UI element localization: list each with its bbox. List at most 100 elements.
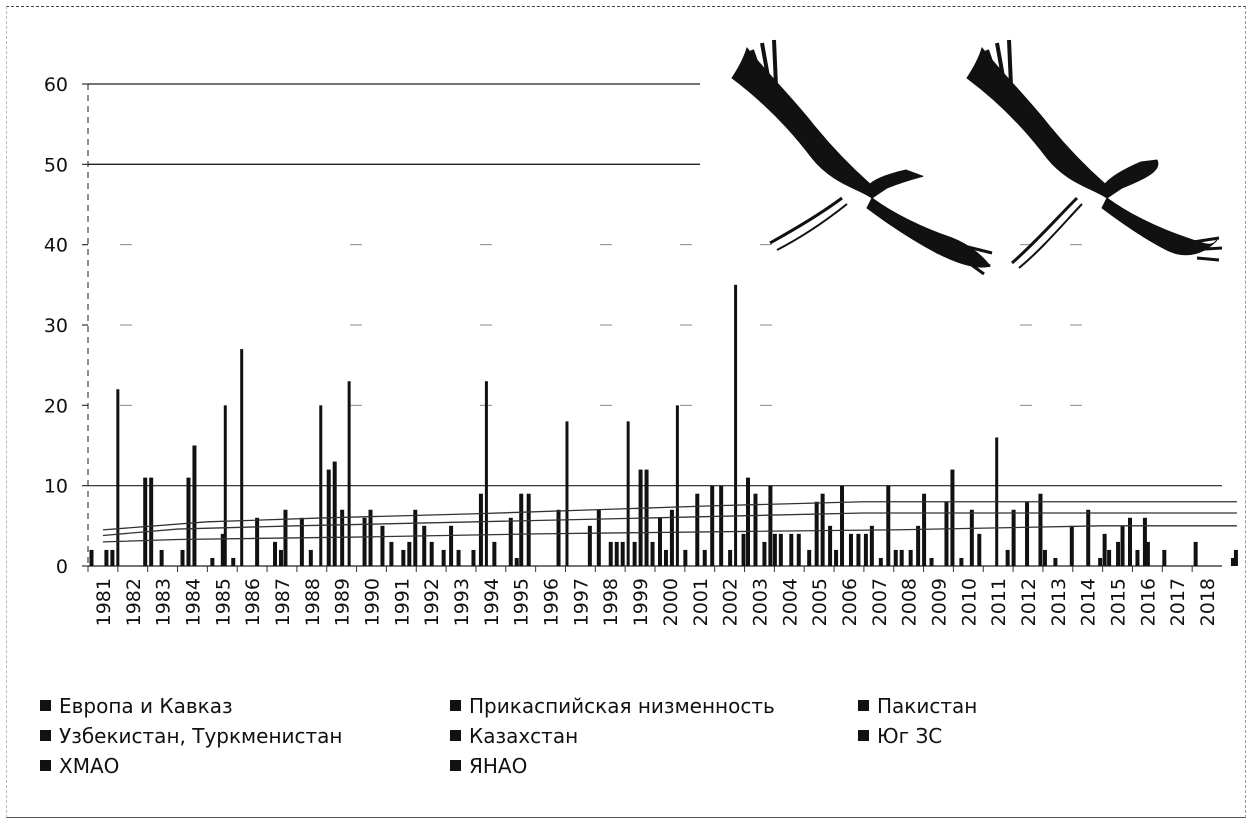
x-tick-label: 2005 — [809, 578, 831, 626]
bar — [959, 557, 964, 566]
legend-item-europe-caucasus: Европа и Кавказ — [40, 694, 233, 718]
trend-line — [102, 512, 1237, 537]
bar — [650, 541, 655, 566]
legend-label: ХМАО — [59, 754, 120, 778]
bar — [478, 493, 483, 566]
legend-label: Юг ЗС — [877, 724, 943, 748]
x-tick-label: 1988 — [302, 578, 324, 626]
bar — [969, 509, 974, 566]
x-tick-label: 2011 — [988, 578, 1010, 626]
legend-swatch — [450, 760, 461, 771]
legend-item-yanao: ЯНАО — [450, 754, 527, 778]
bar — [675, 405, 679, 566]
bar — [441, 549, 446, 566]
bar — [1069, 525, 1074, 566]
bar — [231, 557, 236, 566]
bar — [614, 541, 619, 566]
bar — [878, 557, 883, 566]
bar — [702, 549, 707, 566]
legend-item-khmao: ХМАО — [40, 754, 119, 778]
trend-line — [102, 525, 1237, 543]
x-tick-label: 1987 — [272, 578, 294, 626]
legend-swatch — [858, 730, 869, 741]
bar — [1120, 525, 1125, 566]
legend-swatch — [40, 700, 51, 711]
bar — [728, 549, 733, 566]
legend-item-pakistan: Пакистан — [858, 694, 977, 718]
bar — [565, 421, 569, 566]
bar — [1107, 549, 1112, 566]
x-tick-label: 1996 — [541, 578, 563, 626]
x-tick-label: 1985 — [212, 578, 234, 626]
bar — [807, 549, 812, 566]
legend-item-south-ws: Юг ЗС — [858, 724, 942, 748]
bar — [110, 549, 115, 566]
bar — [596, 509, 601, 566]
x-tick-label: 2014 — [1078, 578, 1100, 626]
bar — [116, 389, 120, 566]
bar — [1116, 541, 1121, 566]
x-tick-label: 2007 — [869, 578, 891, 626]
bar — [789, 533, 794, 566]
bar — [1011, 509, 1016, 566]
bar — [683, 549, 688, 566]
bar — [186, 477, 191, 566]
x-tick-label: 2002 — [720, 578, 742, 626]
x-tick-label: 2000 — [660, 578, 682, 626]
x-tick-label: 2016 — [1137, 578, 1159, 626]
bar — [856, 533, 861, 566]
y-tick-label: 10 — [44, 476, 68, 498]
bar — [143, 477, 148, 566]
legend-swatch — [40, 760, 51, 771]
legend-swatch — [858, 700, 869, 711]
bar — [626, 421, 630, 566]
legend-label: Пакистан — [877, 694, 978, 718]
bar — [768, 485, 773, 566]
bar — [556, 509, 561, 566]
legend-swatch — [450, 730, 461, 741]
bar — [89, 549, 94, 566]
bar — [762, 541, 767, 566]
bar — [1025, 501, 1030, 566]
x-tick-label: 1983 — [153, 578, 175, 626]
bar — [149, 477, 154, 566]
bar — [422, 525, 427, 566]
y-tick-label: 30 — [44, 315, 68, 337]
bar — [820, 493, 825, 566]
bar — [308, 549, 313, 566]
y-tick-label: 60 — [44, 74, 68, 96]
chart-frame — [6, 6, 1246, 818]
legend-item-uzbekistan-turkmenistan: Узбекистан, Туркменистан — [40, 724, 343, 748]
bar — [1145, 541, 1150, 566]
bar — [710, 485, 715, 566]
trend-line — [102, 501, 1237, 531]
bar — [944, 501, 949, 566]
bar — [828, 525, 833, 566]
x-tick-label: 1995 — [511, 578, 533, 626]
x-tick-label: 2004 — [779, 578, 801, 626]
bar — [1193, 541, 1198, 566]
bar — [180, 549, 185, 566]
bar — [893, 549, 898, 566]
x-tick-label: 2018 — [1197, 578, 1219, 626]
bar — [1233, 549, 1238, 566]
bar — [1042, 549, 1047, 566]
bar — [848, 533, 853, 566]
bar — [669, 509, 674, 566]
bar — [1086, 509, 1091, 566]
bar — [223, 405, 227, 566]
bar — [863, 533, 868, 566]
legend-swatch — [450, 700, 461, 711]
y-tick-label: 50 — [44, 154, 68, 176]
bar — [916, 525, 921, 566]
flying-cranes-illustration — [731, 39, 1222, 276]
bar — [508, 517, 513, 566]
legend-label: Прикаспийская низменность — [469, 694, 775, 718]
bar — [278, 549, 283, 566]
legend-label: Узбекистан, Туркменистан — [59, 724, 343, 748]
x-tick-label: 2017 — [1167, 578, 1189, 626]
x-tick-label: 1992 — [421, 578, 443, 626]
bar — [362, 517, 367, 566]
bar — [608, 541, 613, 566]
bar-chart: 0 10 20 30 40 50 60 1981 1982 1983 1984 1985 1986 198… — [44, 74, 1238, 626]
